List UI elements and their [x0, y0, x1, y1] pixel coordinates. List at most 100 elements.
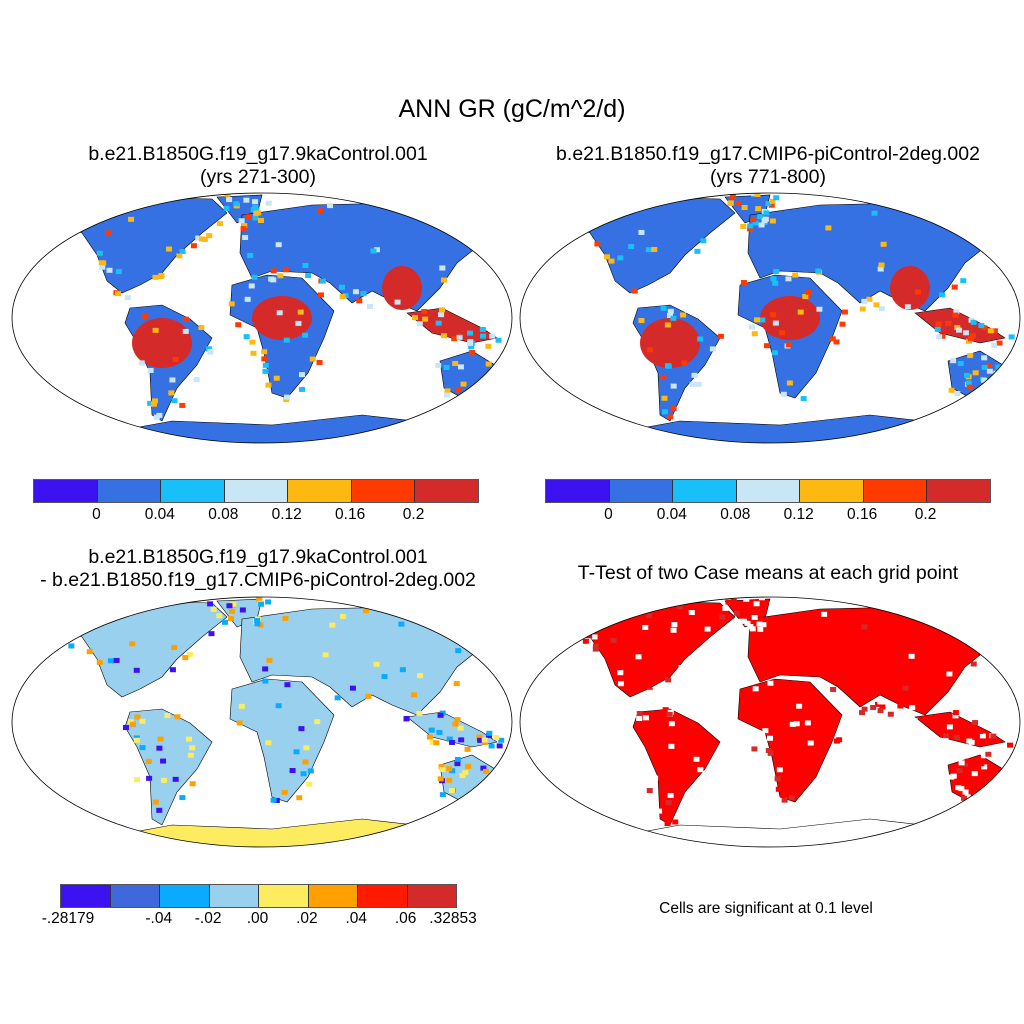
grid-cell	[362, 608, 369, 614]
north-america-landmass	[56, 600, 228, 698]
grid-cell	[131, 605, 138, 611]
grid-cell	[1008, 769, 1015, 775]
grid-cell	[904, 304, 911, 310]
grid-cell	[789, 721, 796, 727]
grid-cell	[437, 776, 444, 782]
grid-cell	[670, 315, 677, 321]
grid-cell	[737, 618, 744, 624]
grid-cell	[989, 789, 996, 795]
grid-cell	[349, 685, 356, 691]
grid-cell	[861, 706, 868, 712]
grid-cell	[645, 247, 652, 253]
colorbar-panel2-label: 0.08	[720, 506, 751, 523]
grid-cell	[796, 703, 803, 709]
panel3-title-line: b.e21.B1850G.f19_g17.9kaControl.001	[88, 546, 428, 568]
grid-cell	[665, 800, 672, 806]
grid-cell	[303, 745, 310, 751]
grid-cell	[592, 646, 599, 652]
grid-cell	[965, 338, 972, 344]
panel1-title: b.e21.B1850G.f19_g17.9kaControl.001 (yrs…	[88, 143, 427, 189]
grid-cell	[751, 331, 758, 337]
grid-cell	[951, 284, 958, 290]
grid-cell	[939, 292, 946, 298]
grid-cell	[483, 386, 490, 392]
grid-cell	[967, 395, 974, 401]
grid-cell	[182, 655, 189, 661]
grid-cell	[277, 273, 284, 279]
grid-cell	[735, 200, 742, 206]
grid-cell	[56, 621, 63, 627]
grid-cell	[991, 780, 998, 786]
grid-cell	[457, 725, 464, 731]
grid-cell	[241, 223, 248, 229]
grid-cell	[182, 316, 189, 322]
grid-cell	[795, 683, 802, 689]
grid-cell	[302, 759, 309, 765]
grid-cell	[807, 740, 814, 746]
grid-cell	[996, 340, 1003, 346]
africa-landmass	[737, 678, 843, 803]
grid-cell	[176, 253, 183, 259]
grid-cell	[356, 298, 363, 304]
grid-cell	[942, 738, 949, 744]
grid-cell	[478, 803, 485, 809]
grid-cell	[489, 382, 496, 388]
grid-cell	[247, 252, 254, 258]
colorbar-panel1	[33, 479, 479, 503]
panel4-title: T-Test of two Case means at each grid po…	[577, 562, 959, 584]
grid-cell	[741, 618, 748, 624]
grid-cell	[179, 249, 186, 255]
grid-cell	[115, 269, 122, 275]
grid-cell	[242, 234, 249, 240]
grid-cell	[265, 740, 272, 746]
grid-cell	[704, 626, 711, 632]
grid-cell	[169, 667, 176, 673]
grid-cell	[300, 771, 307, 777]
grid-cell	[235, 322, 242, 328]
grid-cell	[978, 406, 985, 412]
grid-cell	[156, 412, 163, 418]
grid-cell	[417, 673, 424, 679]
grid-cell	[451, 336, 458, 342]
grid-cell	[499, 395, 506, 401]
grid-cell	[971, 771, 978, 777]
grid-cell	[588, 209, 595, 215]
grid-cell	[987, 328, 994, 334]
panel2-title-line: b.e21.B1850.f19_g17.CMIP6-piControl-2deg…	[556, 143, 980, 165]
grid-cell	[998, 389, 1005, 395]
grid-cell	[230, 601, 237, 607]
grid-cell	[935, 321, 942, 327]
grid-cell	[252, 204, 259, 210]
grid-cell	[483, 768, 490, 774]
grid-cell	[172, 357, 179, 363]
grid-cell	[697, 767, 704, 773]
grid-cell	[950, 773, 957, 779]
grid-cell	[962, 761, 969, 767]
grid-cell	[750, 217, 757, 223]
grid-cell	[965, 380, 972, 386]
grid-cell	[970, 661, 977, 667]
grid-cell	[458, 737, 465, 743]
grid-cell	[476, 734, 483, 740]
grid-cell	[416, 710, 423, 716]
grid-cell	[981, 764, 988, 770]
grid-cell	[270, 277, 277, 283]
grid-cell	[1006, 362, 1013, 368]
colorbar-diff-label: .02	[296, 910, 318, 927]
grid-cell	[689, 381, 696, 387]
grid-cell	[251, 199, 258, 205]
grid-cell	[438, 764, 445, 770]
grid-cell	[439, 265, 446, 271]
map-panel-1	[11, 192, 513, 444]
grid-cell	[953, 309, 960, 315]
grid-cell	[673, 826, 680, 832]
grid-cell	[841, 309, 848, 315]
grid-cell	[769, 601, 776, 607]
grid-cell	[985, 751, 992, 757]
grid-cell	[668, 743, 675, 749]
grid-cell	[289, 768, 296, 774]
grid-cell	[166, 246, 173, 252]
grid-cell	[326, 203, 333, 209]
grid-cell	[694, 248, 701, 254]
